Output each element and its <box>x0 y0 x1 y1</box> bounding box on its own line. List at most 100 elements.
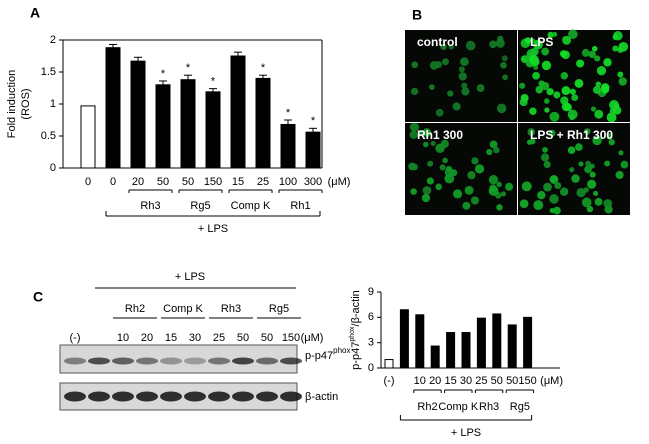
x-tick-label: 50 <box>506 375 518 387</box>
cell <box>617 71 624 78</box>
band <box>184 391 206 402</box>
band-label-sup: phox <box>333 346 350 355</box>
x-tick-label: 25 <box>475 375 487 387</box>
cell <box>615 170 624 180</box>
bar <box>255 77 271 169</box>
band <box>280 391 302 402</box>
cell <box>569 167 575 173</box>
bar <box>305 131 321 169</box>
cell <box>606 112 617 123</box>
cell <box>409 122 420 132</box>
cell <box>411 163 418 171</box>
bar <box>523 316 533 369</box>
x-unit: (μM) <box>540 375 563 387</box>
cell <box>589 163 595 169</box>
cell <box>549 175 559 184</box>
cell <box>500 61 507 69</box>
cell <box>559 187 569 196</box>
group-label: Comp K <box>438 401 478 413</box>
cell <box>452 102 461 111</box>
cell <box>427 160 434 167</box>
cell <box>546 88 554 96</box>
group-label: Rh3 <box>221 303 241 315</box>
cell <box>493 146 500 154</box>
band <box>112 391 134 402</box>
lane-unit: (μM) <box>301 332 324 344</box>
group-label: Rh2 <box>125 303 145 315</box>
x-tick-label: 50 <box>491 375 503 387</box>
band <box>256 357 278 365</box>
cell <box>502 74 509 81</box>
bar <box>205 91 221 169</box>
cell <box>488 175 499 185</box>
cell <box>533 39 543 50</box>
cell <box>496 204 503 211</box>
cell <box>543 182 552 192</box>
x-tick-label: 0 <box>85 176 91 188</box>
cell <box>471 157 479 165</box>
cell <box>541 47 550 56</box>
cell <box>592 85 602 94</box>
lane-label: 25 <box>213 332 225 344</box>
cell <box>458 72 467 81</box>
cell <box>496 103 507 114</box>
cell <box>486 148 493 156</box>
y-tick-label: 6 <box>368 311 374 323</box>
y-tick-label: 0 <box>368 362 374 374</box>
lane-label: 150 <box>282 332 300 344</box>
cell <box>600 83 610 92</box>
y-axis-label: Fold induction <box>6 70 18 139</box>
cell <box>590 106 597 112</box>
y-tick-label: 1.5 <box>41 66 56 78</box>
cell <box>591 45 598 52</box>
cell <box>568 29 578 40</box>
cell <box>541 82 550 91</box>
cell <box>430 140 436 146</box>
bar <box>105 47 121 169</box>
micrograph-label: Rh1 300 <box>417 128 463 142</box>
lane-label: (-) <box>70 332 81 344</box>
x-tick-label: 150 <box>518 375 536 387</box>
cell <box>587 179 597 189</box>
cell <box>584 128 591 135</box>
band <box>256 391 278 402</box>
bar <box>130 60 146 169</box>
x-tick-label: 10 <box>414 375 426 387</box>
cell <box>470 196 480 205</box>
band <box>232 391 254 402</box>
band <box>160 391 182 402</box>
cell <box>581 197 592 208</box>
lane-label: 15 <box>165 332 177 344</box>
x-unit: (μM) <box>328 176 351 188</box>
cell <box>540 153 550 162</box>
cell <box>410 188 417 195</box>
panel-label: A <box>30 5 40 21</box>
cell <box>567 109 578 120</box>
cell <box>460 57 469 67</box>
micrograph-label: LPS + Rh1 300 <box>530 128 613 142</box>
bar <box>399 309 409 369</box>
y-tick-label: 0.5 <box>41 130 56 142</box>
cell <box>613 103 620 110</box>
group-label: Rg5 <box>510 401 530 413</box>
cell <box>532 71 540 80</box>
band <box>112 357 134 365</box>
cell <box>409 130 418 139</box>
significance-mark: * <box>261 62 266 74</box>
cell <box>542 147 548 153</box>
cell <box>576 187 586 198</box>
x-tick-label: 15 <box>444 375 456 387</box>
bar <box>492 313 502 369</box>
group-label: Rg5 <box>190 200 210 212</box>
lane-label: 20 <box>141 332 153 344</box>
cell <box>593 190 599 196</box>
significance-mark: * <box>211 76 216 88</box>
significance-mark: * <box>286 107 291 119</box>
x-tick-label: 15 <box>232 176 244 188</box>
y-tick-label: 2 <box>50 34 56 46</box>
group-label: Rg5 <box>269 303 289 315</box>
micrograph-label: LPS <box>530 35 553 49</box>
cell <box>618 150 624 156</box>
cell <box>569 88 576 95</box>
cell <box>489 40 497 49</box>
